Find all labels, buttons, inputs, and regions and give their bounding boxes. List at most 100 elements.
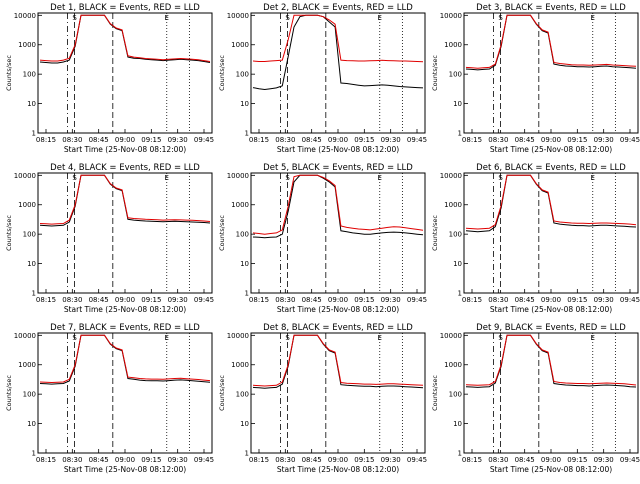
x-tick-label: 08:15 [462,136,482,144]
y-tick-label: 1 [245,290,249,298]
y-tick-label: 100 [449,231,462,239]
end-marker-label: E [165,14,169,22]
x-tick-label: 08:45 [302,456,322,464]
series-line-events [252,334,424,389]
x-tick-label: 09:45 [407,296,427,304]
y-tick-label: 1000 [231,201,249,209]
start-marker-label: S [285,14,290,22]
y-tick-label: 100 [23,391,36,399]
x-tick-label: 08:30 [62,296,82,304]
y-tick-label: 1 [32,290,36,298]
y-tick-label: 1000 [444,201,462,209]
x-axis-label: Start Time (25-Nov-08 08:12:00) [490,145,612,154]
x-tick-label: 09:15 [141,296,161,304]
start-marker-label: S [72,174,77,182]
end-marker-label: E [378,334,382,342]
y-tick-label: 10 [27,260,36,268]
panel-title: Det 5, BLACK = Events, RED = LLD [263,163,413,173]
end-marker-label: E [165,334,169,342]
y-tick-label: 10000 [440,332,462,340]
y-tick-label: 10000 [14,172,36,180]
x-tick-label: 09:30 [168,296,188,304]
y-tick-label: 100 [236,391,249,399]
plot-frame [37,12,213,134]
plot-frame [463,12,639,134]
x-axis-label: Start Time (25-Nov-08 08:12:00) [64,145,186,154]
y-axis-label: Counts/sec [218,375,226,411]
y-tick-label: 10000 [14,12,36,20]
x-tick-label: 09:45 [407,136,427,144]
x-tick-label: 08:15 [462,456,482,464]
plot-frame [250,332,426,454]
x-tick-label: 09:45 [407,456,427,464]
x-tick-label: 09:00 [328,456,348,464]
x-tick-label: 09:15 [141,456,161,464]
x-tick-label: 09:15 [354,136,374,144]
y-tick-label: 1000 [18,41,36,49]
plot-frame [463,172,639,294]
y-axis-label: Counts/sec [5,215,13,251]
x-axis-label: Start Time (25-Nov-08 08:12:00) [490,465,612,474]
start-marker-label: S [72,14,77,22]
end-marker-label: E [378,14,382,22]
y-tick-label: 1 [32,450,36,458]
series-line-lld [39,334,211,384]
x-tick-label: 09:45 [194,136,214,144]
series-line-lld [252,14,424,63]
panel-title: Det 1, BLACK = Events, RED = LLD [50,3,200,13]
x-tick-label: 08:30 [488,136,508,144]
end-marker-label: E [591,174,595,182]
series-line-events [39,334,211,385]
y-tick-label: 1 [458,450,462,458]
x-tick-label: 08:15 [249,456,269,464]
y-tick-label: 10000 [227,172,249,180]
x-tick-label: 09:00 [541,296,561,304]
x-tick-label: 08:45 [89,136,109,144]
x-tick-label: 09:15 [567,136,587,144]
panel-title: Det 2, BLACK = Events, RED = LLD [263,3,413,13]
y-tick-label: 10000 [14,332,36,340]
y-tick-label: 100 [23,231,36,239]
panel-title: Det 9, BLACK = Events, RED = LLD [476,323,626,333]
y-tick-label: 10 [453,260,462,268]
x-axis-label: Start Time (25-Nov-08 08:12:00) [490,305,612,314]
series-line-lld [252,334,424,387]
x-tick-label: 09:30 [594,296,614,304]
x-tick-label: 08:15 [36,296,56,304]
x-tick-label: 08:15 [462,296,482,304]
x-tick-label: 08:30 [62,136,82,144]
panel-title: Det 3, BLACK = Events, RED = LLD [476,3,626,13]
start-marker-label: S [285,334,290,342]
series-line-events [465,334,637,388]
x-tick-label: 08:30 [488,296,508,304]
y-tick-label: 100 [236,231,249,239]
y-axis-label: Counts/sec [431,55,439,91]
x-axis-label: Start Time (25-Nov-08 08:12:00) [64,465,186,474]
y-tick-label: 100 [449,71,462,79]
y-axis-label: Counts/sec [431,375,439,411]
y-tick-label: 10 [453,420,462,428]
x-tick-label: 09:30 [594,136,614,144]
x-tick-label: 09:45 [194,296,214,304]
x-tick-label: 09:30 [594,456,614,464]
x-tick-label: 09:45 [620,456,640,464]
y-tick-label: 1000 [444,361,462,369]
y-axis-label: Counts/sec [5,375,13,411]
y-tick-label: 1 [245,450,249,458]
x-tick-label: 09:30 [381,296,401,304]
x-tick-label: 09:00 [328,296,348,304]
x-tick-label: 09:15 [354,296,374,304]
y-tick-label: 1000 [18,361,36,369]
x-tick-label: 09:30 [381,136,401,144]
end-marker-label: E [591,334,595,342]
y-tick-label: 1 [458,290,462,298]
x-tick-label: 09:00 [115,296,135,304]
start-marker-label: S [498,174,503,182]
x-tick-label: 08:30 [275,136,295,144]
x-tick-label: 09:00 [115,136,135,144]
